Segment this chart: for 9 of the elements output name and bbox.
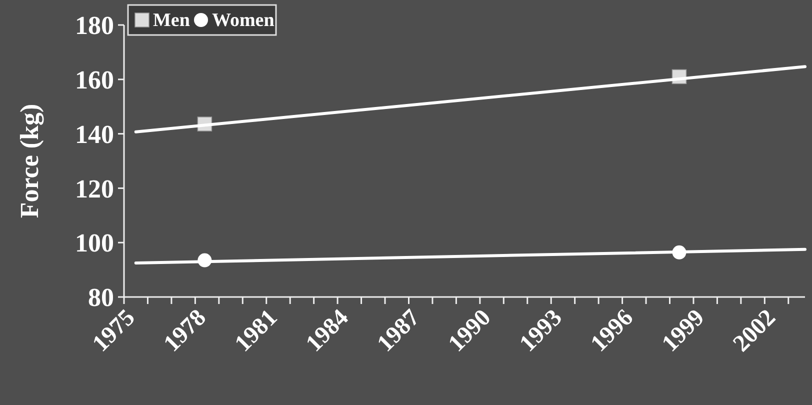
y-axis-title: Force (kg) [15,104,44,218]
y-tick-label: 140 [75,120,114,149]
y-tick-label: 180 [75,11,114,40]
y-tick-label: 120 [75,174,114,204]
y-tick-label: 160 [75,66,114,94]
y-tick-label: 100 [75,228,114,258]
legend-label: Men [153,10,190,31]
legend-label: Women [212,10,275,31]
y-tick-label: 80 [88,283,114,312]
